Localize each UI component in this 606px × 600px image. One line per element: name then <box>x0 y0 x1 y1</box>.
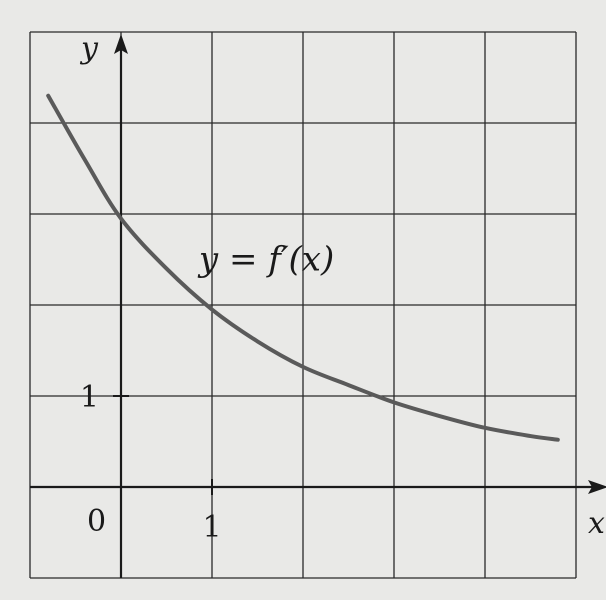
x-axis-arrowhead <box>588 480 606 494</box>
y-axis-label: y <box>79 31 99 66</box>
origin-label: 0 <box>87 504 106 539</box>
curve-equation-label: y = f′(x) <box>197 239 334 279</box>
y-tick-label: 1 <box>80 380 99 415</box>
x-axis-label: x <box>588 506 605 541</box>
y-axis-arrowhead <box>114 34 128 54</box>
annotations: y = f′(x) <box>197 239 334 279</box>
labels: x y 0 <box>79 31 605 541</box>
curve-f-prime <box>46 93 560 442</box>
ticks: 11 <box>80 380 222 545</box>
x-tick-label: 1 <box>202 510 221 545</box>
series-layer <box>46 93 560 442</box>
axes <box>30 34 606 578</box>
